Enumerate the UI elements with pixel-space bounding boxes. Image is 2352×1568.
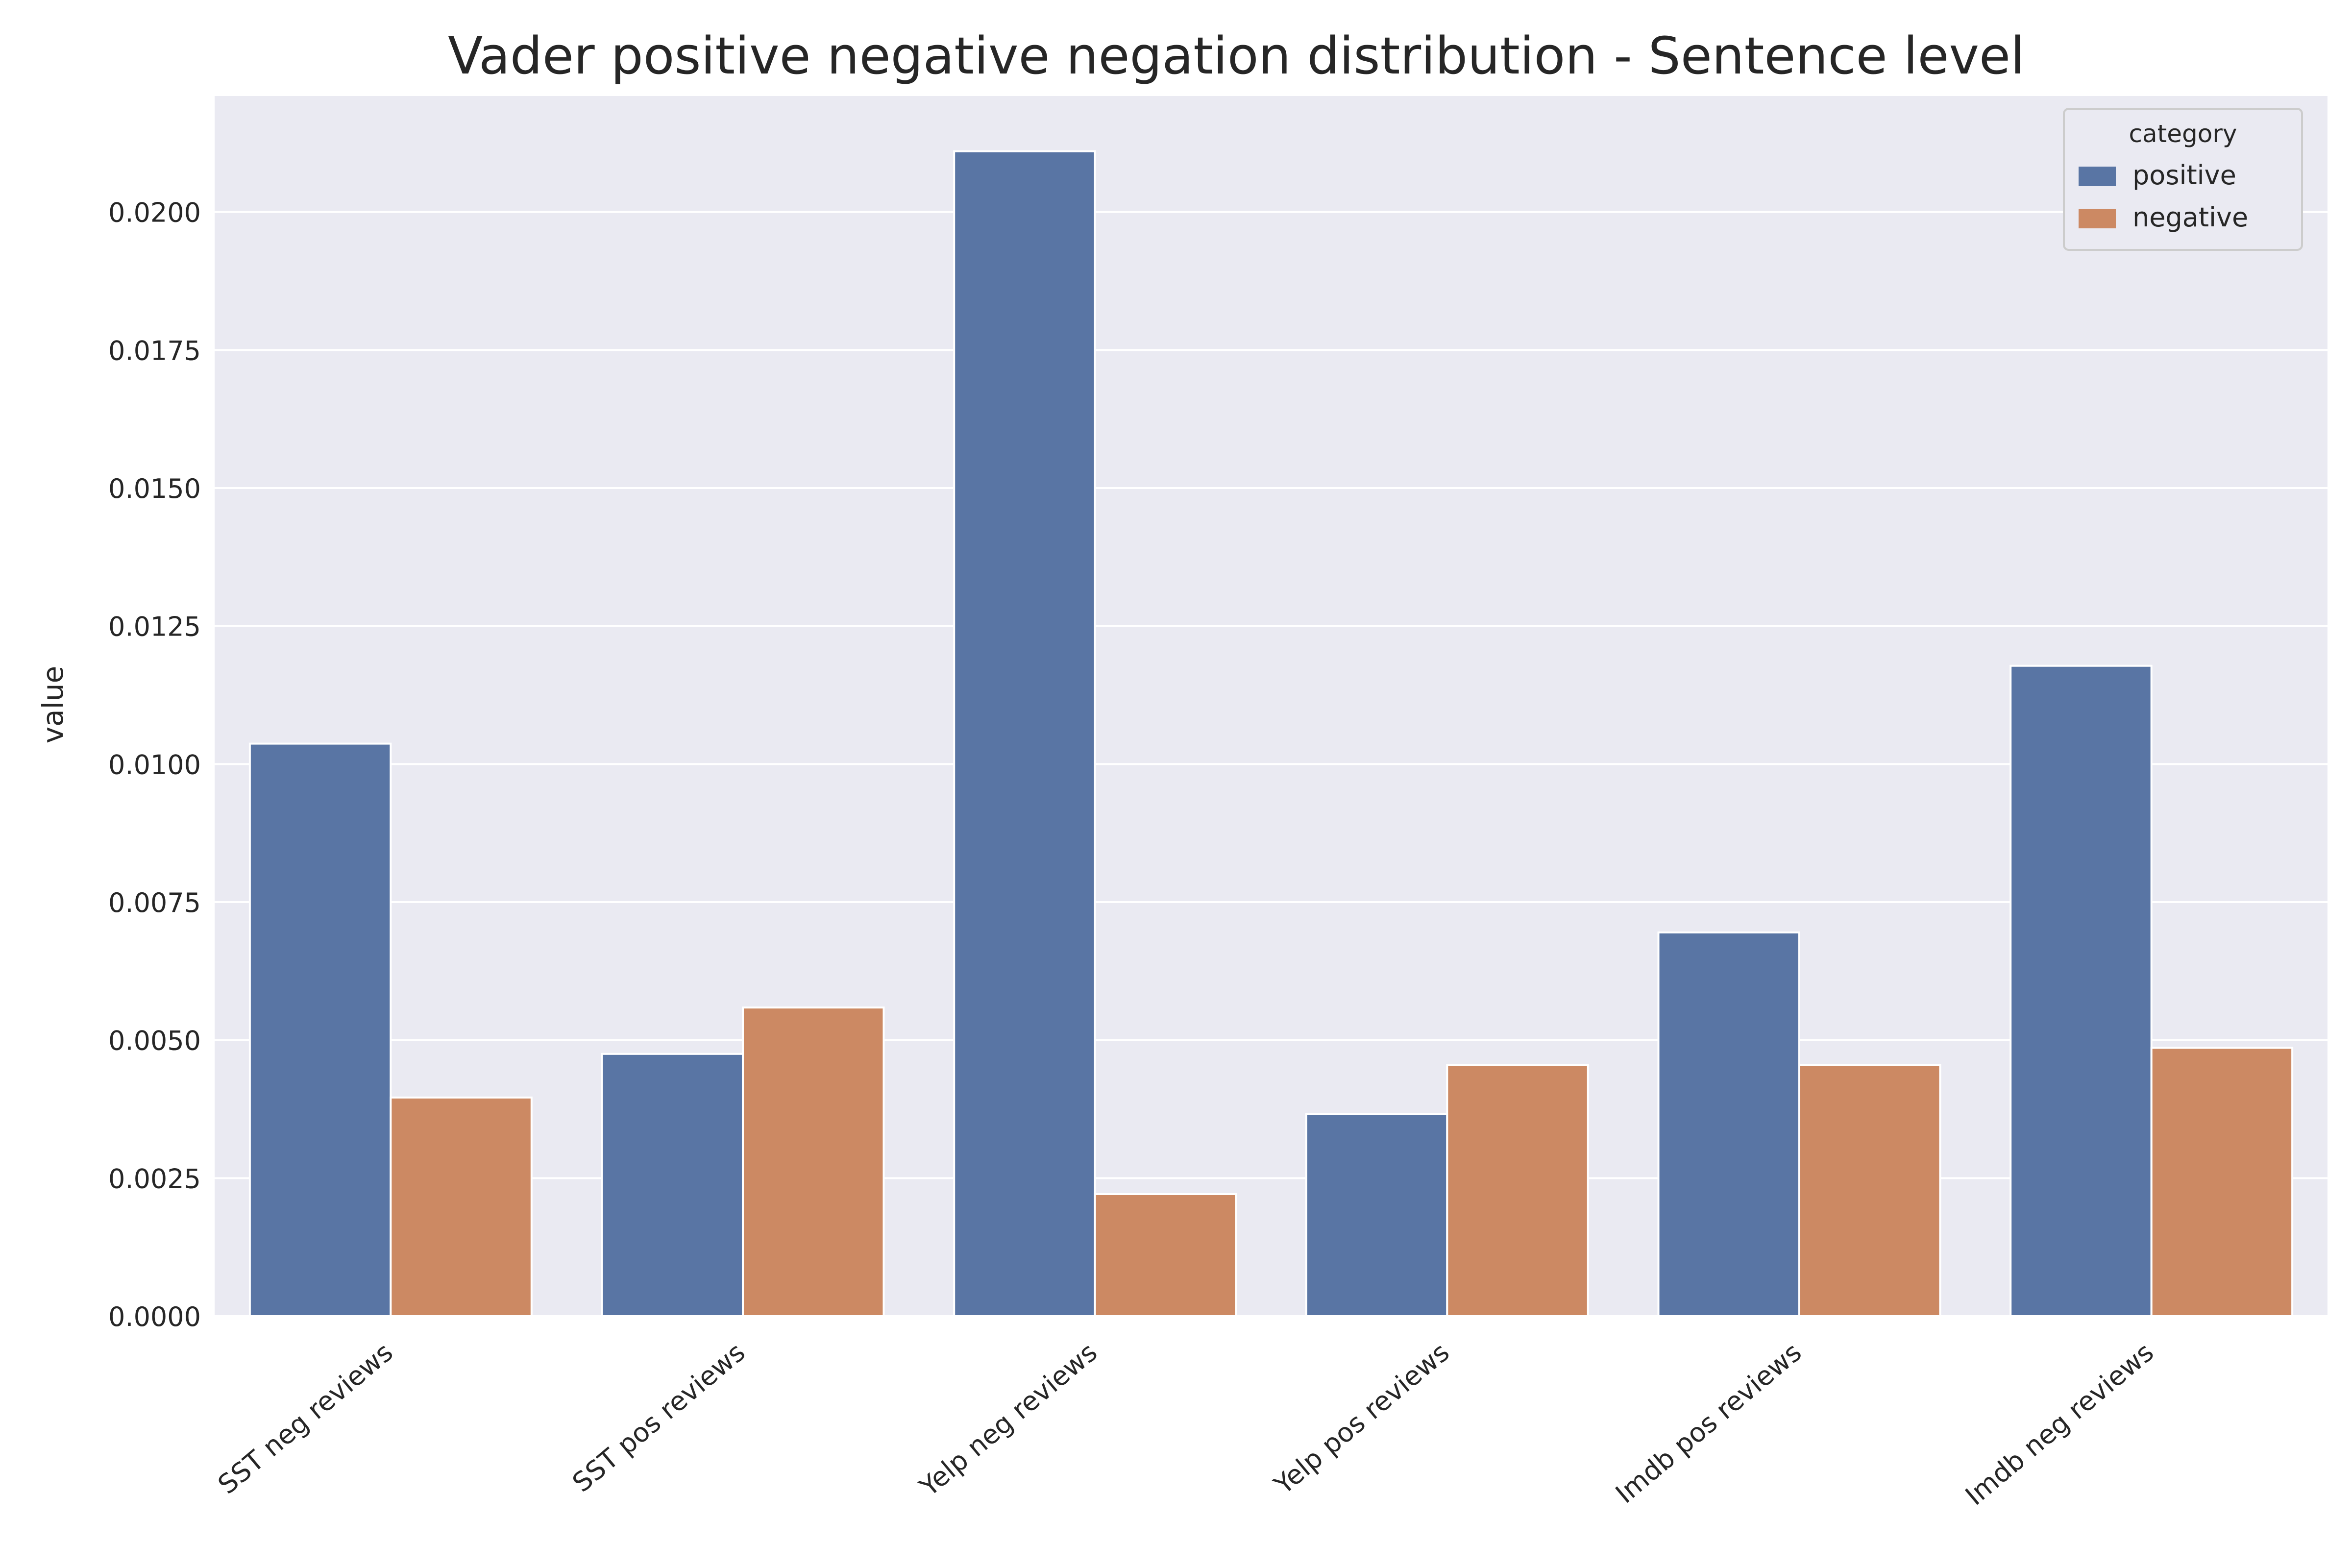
y-tick-label: 0.0025 [108, 1163, 201, 1194]
bar-negative [1446, 1064, 1589, 1318]
legend: category positive negative [2063, 108, 2303, 251]
y-tick-label: 0.0000 [108, 1301, 201, 1332]
bar-positive [601, 1053, 744, 1318]
plot-background [215, 96, 2328, 1316]
y-tick-label: 0.0150 [108, 473, 201, 504]
bar-negative [742, 1006, 885, 1318]
x-tick-label: SST neg reviews [212, 1337, 399, 1500]
legend-swatch-positive [2079, 167, 2116, 186]
bar-negative [390, 1096, 533, 1318]
bar-negative [1798, 1064, 1941, 1318]
legend-swatch-negative [2079, 209, 2116, 228]
y-axis-label: value [36, 666, 70, 743]
bar-positive [2009, 664, 2153, 1317]
y-tick-label: 0.0075 [108, 887, 201, 918]
y-tick-label: 0.0100 [108, 749, 201, 780]
plot-area: 0.0000 0.0025 0.0050 0.0075 0.0100 0.0125 0.01… [108, 96, 2328, 1511]
bar-positive [953, 150, 1096, 1317]
bar-positive [1657, 931, 1801, 1317]
y-tick-label: 0.0200 [108, 197, 201, 228]
x-tick-label: SST pos reviews [566, 1337, 751, 1498]
x-tick-label: Imdb neg reviews [1960, 1337, 2159, 1512]
y-tick-label: 0.0175 [108, 335, 201, 366]
legend-box [2063, 108, 2303, 251]
y-tick-label: 0.0125 [108, 612, 201, 642]
bar-negative [2150, 1047, 2294, 1317]
chart-title: Vader positive negative negation distrib… [448, 26, 2025, 86]
x-tick-label: Yelp neg reviews [913, 1337, 1103, 1503]
bar-negative [1094, 1193, 1237, 1317]
legend-title: category [2129, 120, 2237, 148]
legend-label-positive: positive [2132, 160, 2236, 191]
bar-positive [1305, 1113, 1448, 1317]
y-tick-label: 0.0050 [108, 1026, 201, 1056]
x-tick-label: Yelp pos reviews [1268, 1337, 1455, 1501]
legend-label-negative: negative [2132, 202, 2248, 233]
x-tick-label: Imdb pos reviews [1610, 1337, 1807, 1510]
bar-positive [248, 742, 392, 1317]
